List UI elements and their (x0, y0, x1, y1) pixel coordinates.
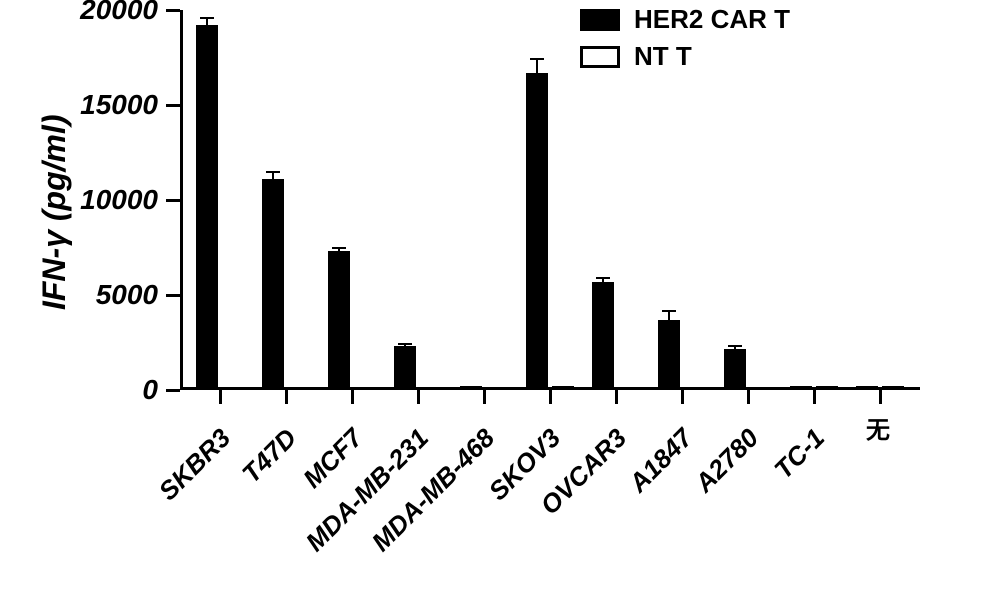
error-bar (328, 248, 350, 251)
x-axis-label: 无 (866, 410, 890, 445)
x-tick (813, 390, 816, 404)
y-tick (166, 294, 180, 297)
bar-her2 (262, 179, 284, 390)
bar-her2 (394, 346, 416, 390)
y-tick-label: 0 (0, 374, 158, 406)
legend-label-ntt: NT T (634, 41, 692, 72)
error-bar (658, 311, 680, 320)
x-tick (681, 390, 684, 404)
bar-her2 (328, 251, 350, 390)
y-tick-label: 5000 (0, 279, 158, 311)
bar-her2 (460, 386, 482, 390)
y-tick (166, 9, 180, 12)
bar-ntt (552, 386, 574, 390)
x-tick (615, 390, 618, 404)
x-tick (747, 390, 750, 404)
bar-ntt (882, 386, 904, 390)
bar-her2 (724, 349, 746, 390)
legend-label-her2: HER2 CAR T (634, 4, 790, 35)
bar-her2 (790, 386, 812, 390)
bar-her2 (658, 320, 680, 390)
x-tick (483, 390, 486, 404)
y-tick-label: 10000 (0, 184, 158, 216)
error-bar (196, 18, 218, 26)
y-tick (166, 199, 180, 202)
x-tick (549, 390, 552, 404)
bar-ntt (816, 386, 838, 390)
y-tick-label: 15000 (0, 89, 158, 121)
x-tick (879, 390, 882, 404)
error-bar (526, 59, 548, 72)
legend-swatch-her2 (580, 9, 620, 31)
legend-item-ntt: NT T (580, 41, 790, 72)
bar-her2 (196, 25, 218, 390)
error-bar (724, 346, 746, 349)
x-tick (285, 390, 288, 404)
legend-item-her2: HER2 CAR T (580, 4, 790, 35)
bar-her2 (856, 386, 878, 390)
ifn-gamma-bar-chart: IFN-γ (pg/ml) HER2 CAR T NT T 0500010000… (0, 0, 1000, 604)
legend-swatch-ntt (580, 46, 620, 68)
error-bar (592, 278, 614, 281)
error-bar (262, 172, 284, 179)
x-tick (417, 390, 420, 404)
y-tick (166, 104, 180, 107)
x-tick (351, 390, 354, 404)
y-tick-label: 20000 (0, 0, 158, 26)
legend: HER2 CAR T NT T (580, 4, 790, 78)
x-tick (219, 390, 222, 404)
y-tick (166, 389, 180, 392)
bar-her2 (592, 282, 614, 390)
error-bar (394, 344, 416, 346)
plot-area (180, 10, 920, 390)
bar-her2 (526, 73, 548, 390)
